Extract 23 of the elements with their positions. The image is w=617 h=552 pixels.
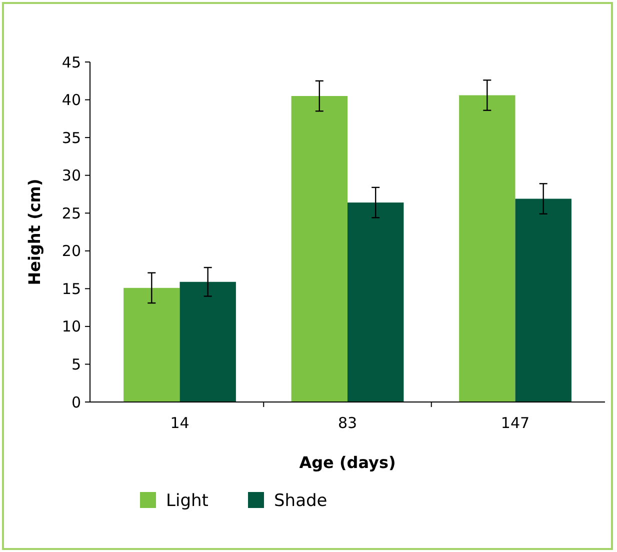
x-tick-label: 14 <box>170 414 190 432</box>
x-tick-label: 83 <box>338 414 358 432</box>
bar <box>348 202 404 402</box>
bar <box>459 95 516 402</box>
bar <box>124 288 180 402</box>
legend-label: Light <box>166 490 209 511</box>
x-tick-label: 147 <box>500 414 530 432</box>
bar <box>291 96 348 402</box>
y-tick-label: 45 <box>62 53 81 72</box>
legend-label: Shade <box>274 490 328 511</box>
y-tick-label: 0 <box>71 393 81 412</box>
y-tick-label: 25 <box>62 204 81 222</box>
y-tick-label: 35 <box>62 128 81 147</box>
bar <box>515 198 572 402</box>
y-tick-label: 10 <box>62 318 81 336</box>
bar <box>180 282 236 402</box>
y-tick-label: 30 <box>62 166 81 185</box>
y-tick-label: 15 <box>62 280 81 298</box>
y-tick-label: 5 <box>71 355 81 374</box>
y-tick-label: 20 <box>62 242 81 260</box>
x-axis-title: Age (days) <box>299 453 396 472</box>
y-tick-label: 40 <box>62 91 81 110</box>
y-axis-title: Height (cm) <box>25 178 44 286</box>
